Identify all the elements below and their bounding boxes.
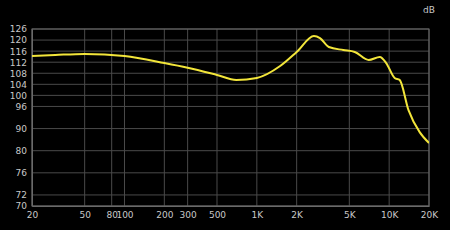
tick: 2K (291, 206, 304, 220)
y-axis: 7072 76 80 90 96100104108112116 120126 (10, 24, 33, 211)
grid-line-y (32, 40, 429, 41)
grid-line-x (349, 29, 350, 206)
tick: 108 (10, 69, 32, 79)
grid-line-y (32, 84, 429, 85)
tick-label: 120 (10, 35, 27, 45)
tick-label: 90 (16, 124, 28, 134)
tick-label: 126 (10, 24, 27, 34)
grid-line-x (187, 29, 188, 206)
grid-line-y (32, 150, 429, 151)
tick: 126 (10, 24, 32, 34)
tick-label: 20 (27, 210, 39, 220)
series (32, 36, 429, 143)
tick-label: 80 (16, 146, 28, 156)
tick-label: 112 (10, 58, 27, 68)
grid-line-y (32, 62, 429, 63)
grid-line-y (32, 128, 429, 129)
tick: 50 (79, 206, 91, 220)
grid-line-x (84, 29, 85, 206)
grid-line-x (164, 29, 165, 206)
tick: 104 (10, 80, 32, 90)
tick-label: 116 (10, 47, 27, 57)
response-line (32, 36, 429, 143)
tick: 100 (10, 91, 32, 101)
tick: 116 (10, 47, 32, 57)
tick: 112 (10, 58, 32, 68)
tick: 1K (252, 206, 265, 220)
tick-label: 200 (156, 210, 173, 220)
grid-line-y (32, 73, 429, 74)
tick-label: 50 (79, 210, 91, 220)
tick-label: 5K (344, 210, 357, 220)
y-axis-title: dB (423, 5, 435, 15)
tick: 5K (344, 206, 357, 220)
tick: 96 (16, 102, 32, 112)
tick: 76 (16, 168, 32, 178)
tick: 200 (156, 206, 173, 220)
tick-label: 70 (16, 201, 28, 211)
tick-label: 2K (291, 210, 304, 220)
grid-line-x (389, 29, 390, 206)
grid-line-x (296, 29, 297, 206)
grid-line-y (32, 51, 429, 52)
tick-label: 108 (10, 69, 27, 79)
tick: 70 (16, 201, 32, 211)
tick-label: 96 (16, 102, 28, 112)
tick-label: 104 (10, 80, 27, 90)
tick-label: 10K (381, 210, 399, 220)
tick: 72 (16, 190, 32, 200)
tick: 120 (10, 35, 32, 45)
tick-label: 100 (116, 210, 133, 220)
tick: 300 (180, 206, 197, 220)
tick-label: 100 (10, 91, 27, 101)
tick: 90 (16, 124, 32, 134)
tick-label: 1K (252, 210, 265, 220)
tick: 20K (421, 206, 439, 220)
plot-frame (32, 29, 429, 206)
chart: 20 50 80 100 200 300 500 1K 2K 5K 10K 20K 7072 76 80 90… (0, 0, 450, 230)
tick: 20 (27, 206, 39, 220)
x-axis: 2050801002003005001K2K5K10K20K (27, 206, 439, 220)
tick: 100 (116, 206, 133, 220)
grid-line-y (32, 95, 429, 96)
tick: 80 (16, 146, 32, 156)
tick: 500 (209, 206, 226, 220)
grid-line-x (256, 29, 257, 206)
tick: 10K (381, 206, 399, 220)
grid-line-y (32, 172, 429, 173)
grid-line-x (216, 29, 217, 206)
tick-label: 300 (180, 210, 197, 220)
tick-label: 72 (16, 190, 27, 200)
grid (32, 29, 429, 206)
tick-label: 20K (421, 210, 439, 220)
tick-label: 500 (209, 210, 226, 220)
grid-line-y (32, 106, 429, 107)
plot: 20 50 80 100 200 300 500 1K 2K 5K 10K 20K 7072 76 80 90… (10, 24, 439, 220)
grid-line-y (32, 194, 429, 195)
tick-label: 76 (16, 168, 28, 178)
